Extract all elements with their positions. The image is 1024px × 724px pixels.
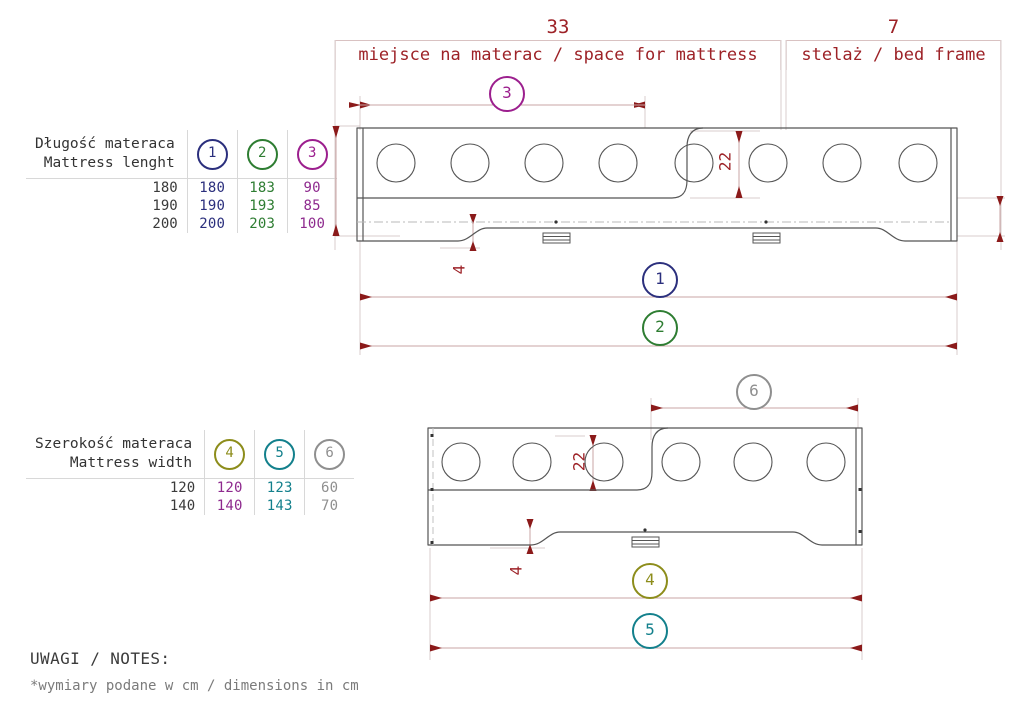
notes-title: UWAGI / NOTES: (30, 649, 171, 668)
width-col-header-5: 5 (254, 430, 305, 479)
length-title-pl: Długość materaca (35, 136, 175, 152)
dim-bubble-2: 2 (642, 310, 678, 346)
badge-4: 4 (214, 438, 246, 470)
width-c5-123: 123 (254, 478, 305, 497)
dim-bubble-5: 5 (632, 613, 668, 649)
badge-6: 6 (314, 438, 346, 470)
top-view-group (332, 40, 1005, 355)
width-c4-120: 120 (204, 478, 255, 497)
badge-2: 2 (246, 138, 278, 170)
width-title-pl: Szerokość materaca (35, 436, 193, 452)
width-c4-140: 140 (204, 497, 255, 515)
header-left-number: 33 (546, 16, 570, 38)
width-base-140: 140 (169, 498, 196, 514)
table-header-row: Długość materaca Mattress lenght 1 2 3 (26, 130, 337, 179)
header-right-band: stelaż / bed frame (786, 40, 1001, 70)
mattress-width-table: Szerokość materaca Mattress width 4 5 6 … (26, 430, 355, 515)
width-title-en: Mattress width (69, 455, 193, 471)
hole-group (376, 143, 938, 183)
length-table-title: Długość materaca Mattress lenght (26, 130, 187, 179)
length-col-header-2: 2 (236, 130, 288, 179)
dim-bubble-4: 4 (632, 563, 668, 599)
header-right-number: 7 (887, 16, 900, 38)
length-c1-180: 180 (186, 178, 238, 197)
hole-group (441, 442, 846, 482)
length-col-header-1: 1 (186, 130, 238, 179)
length-c3-85: 85 (286, 197, 337, 215)
dim-label-4-top: 4 (449, 264, 469, 275)
length-c2-183: 183 (236, 178, 288, 197)
header-right-label: stelaż / bed frame (801, 45, 986, 65)
length-c1-200: 200 (186, 215, 238, 233)
table-header-row: Szerokość materaca Mattress width 4 5 6 (26, 430, 355, 479)
dim-bubble-6: 6 (736, 374, 772, 410)
header-left-band: miejsce na materac / space for mattress (335, 40, 781, 70)
length-c2-203: 203 (236, 215, 288, 233)
notes-units-line: *wymiary podane w cm / dimensions in cm (30, 678, 359, 694)
table-row: 120 120 123 60 (26, 478, 355, 497)
length-title-en: Mattress lenght (43, 155, 175, 171)
dim-label-4-bottom: 4 (506, 565, 526, 576)
length-c3-100: 100 (286, 215, 337, 233)
length-c2-193: 193 (236, 197, 288, 215)
badge-5: 5 (264, 438, 296, 470)
dim-bubble-1: 1 (642, 262, 678, 298)
width-table-title: Szerokość materaca Mattress width (26, 430, 205, 479)
dim-label-22-top: 22 (715, 151, 735, 172)
mattress-length-table: Długość materaca Mattress lenght 1 2 3 1… (26, 130, 337, 233)
width-col-header-6: 6 (304, 430, 355, 479)
length-c1-190: 190 (186, 197, 238, 215)
width-col-header-4: 4 (204, 430, 255, 479)
width-c6-70: 70 (304, 497, 355, 515)
width-c5-143: 143 (254, 497, 305, 515)
width-c6-60: 60 (304, 478, 355, 497)
length-base-190: 190 (152, 198, 178, 214)
table-row: 180 180 183 90 (26, 178, 337, 197)
length-c3-90: 90 (286, 178, 337, 197)
table-row: 140 140 143 70 (26, 497, 355, 515)
table-row: 190 190 193 85 (26, 197, 337, 215)
dim-bubble-3: 3 (489, 76, 525, 112)
badge-3: 3 (296, 138, 328, 170)
length-col-header-3: 3 (286, 130, 337, 179)
length-base-180: 180 (26, 178, 188, 197)
dim-label-22-bottom: 22 (569, 451, 589, 472)
header-left-label: miejsce na materac / space for mattress (358, 45, 758, 65)
length-base-200: 200 (152, 216, 178, 232)
badge-1: 1 (196, 138, 228, 170)
table-row: 200 200 203 100 (26, 215, 337, 233)
width-base-120: 120 (26, 478, 205, 497)
